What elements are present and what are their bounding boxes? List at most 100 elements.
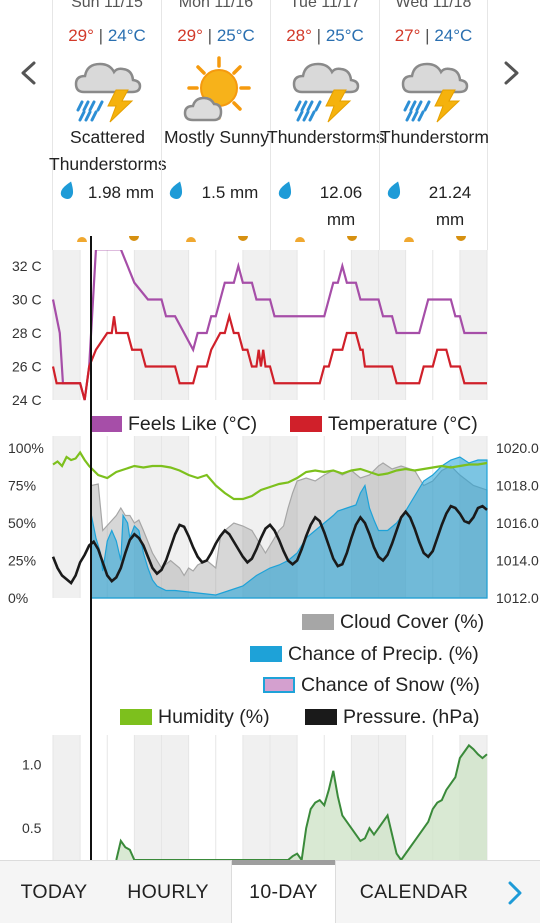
legend-cloud-cover: Cloud Cover (%): [302, 608, 484, 636]
day-precip-amount: 1.5 mm: [201, 183, 259, 202]
sunrise-icon: [77, 237, 87, 242]
y2-tick-label: 1012.0: [496, 590, 539, 606]
day-card[interactable]: Mon 11/16 29° | 25°C Mostly Sunny 1.5 mm: [161, 0, 270, 250]
legend-label-cloud: Cloud Cover (%): [340, 610, 485, 633]
legend-label-pressure: Pressure. (hPa): [343, 705, 480, 728]
y-tick-label: 100%: [8, 440, 44, 456]
legend-swatch-humidity: [120, 709, 152, 725]
chevron-right-icon: [508, 881, 522, 904]
pressure-line: [51, 504, 488, 585]
y-tick-label: 50%: [8, 515, 36, 531]
y2-tick-label: 1016.0: [496, 515, 539, 531]
day-condition: Thunderstorm: [380, 127, 489, 147]
thunderstorm-icon: [401, 62, 469, 123]
y-tick-label: 0%: [8, 590, 28, 606]
chevron-right-icon: [504, 61, 519, 85]
low-temp: 25°C: [216, 26, 255, 45]
low-temp: 24°C: [434, 26, 473, 45]
y-tick-label: 30 C: [12, 292, 42, 308]
legend-feels-like: Feels Like (°C): [90, 410, 257, 438]
day-date: Mon 11/16: [178, 0, 254, 11]
low-temp: 24°C: [107, 26, 146, 45]
legend-swatch-temperature: [290, 416, 322, 432]
legend-swatch-pressure: [305, 709, 337, 725]
legend-swatch-snow: [263, 677, 295, 693]
legend-precip: Chance of Precip. (%): [250, 640, 479, 668]
y2-tick-label: 1014.0: [496, 553, 539, 569]
sunset-icon: [238, 236, 248, 241]
night-band: [459, 250, 487, 400]
legend-swatch-precip: [250, 646, 282, 662]
temp-separator: |: [98, 26, 104, 45]
legend-label-temperature: Temperature (°C): [328, 412, 478, 435]
low-temp: 25°C: [325, 26, 364, 45]
next-days-button[interactable]: [496, 58, 526, 88]
legend-pressure: Pressure. (hPa): [305, 703, 480, 731]
more-tabs-button[interactable]: [490, 861, 540, 923]
day-precip-amount: 1.98 mm: [87, 183, 155, 202]
y-tick-label: 32 C: [12, 258, 42, 274]
y2-tick-label: 1018.0: [496, 478, 539, 494]
day-date: Tue 11/17: [289, 0, 361, 11]
y-tick-label: 75%: [8, 478, 36, 494]
sunset-icon: [347, 236, 357, 241]
tab-today[interactable]: TODAY: [20, 881, 88, 903]
sunrise-icon: [186, 237, 196, 242]
day-card[interactable]: Sun 11/15 29° | 24°C Scattered Thunderst…: [49, 0, 167, 250]
precip-amount-chart: 1.0 0.5: [22, 735, 488, 860]
sunset-icon: [456, 236, 466, 241]
high-temp: 29°: [68, 26, 94, 45]
tab-calendar[interactable]: CALENDAR: [359, 881, 469, 903]
daily-forecast-row: Sun 11/15 29° | 24°C Scattered Thunderst…: [0, 0, 540, 250]
y-tick-label: 26 C: [12, 359, 42, 375]
legend-humidity: Humidity (%): [120, 703, 270, 731]
atmosphere-chart: 100% 75% 50% 25% 0% 1020.0 1018.0 1016.0 1014.0 1…: [8, 436, 539, 606]
y-tick-label: 24 C: [12, 392, 42, 408]
legend-label-snow: Chance of Snow (%): [301, 673, 480, 696]
raindrop-icon: [387, 181, 401, 200]
y-tick-label: 1.0: [22, 756, 42, 772]
sunrise-icon: [404, 237, 414, 242]
y-tick-label: 0.5: [22, 820, 42, 836]
day-card[interactable]: Wed 11/18 27° | 24°C Thunderstorm 21.24 …: [379, 0, 489, 250]
legend-temperature: Temperature (°C): [290, 410, 478, 438]
day-date: Sun 11/15: [71, 0, 143, 11]
time-cursor[interactable]: [90, 236, 92, 860]
night-band: [53, 735, 81, 860]
precip-amount-area: [116, 745, 488, 860]
previous-days-button[interactable]: [14, 58, 44, 88]
bottom-tab-bar: TODAY HOURLY 10-DAY CALENDAR: [0, 860, 540, 923]
legend-swatch-feels-like: [90, 416, 122, 432]
humidity-line: [52, 450, 488, 501]
high-temp: 29°: [177, 26, 203, 45]
raindrop-icon: [60, 181, 74, 200]
day-date: Wed 11/18: [395, 0, 472, 11]
precip-chance-area: [90, 456, 488, 599]
mostly-sunny-icon: [183, 56, 251, 122]
day-condition: Scattered Thunderstorms: [49, 127, 167, 174]
y-tick-label: 28 C: [12, 325, 42, 341]
day-precip-amount: 12.06 mm: [319, 183, 363, 229]
feels-like-line: [51, 250, 487, 401]
chevron-left-icon: [21, 61, 36, 85]
y-tick-label: 25%: [8, 553, 36, 569]
day-temps: 27° | 24°C: [380, 26, 487, 46]
tab-10-day[interactable]: 10-DAY: [231, 860, 336, 923]
legend-swatch-cloud: [302, 614, 334, 630]
day-card[interactable]: Tue 11/17 28° | 25°C Thunderstorms 12.06…: [267, 0, 385, 250]
sunset-icon: [129, 236, 139, 241]
day-temps: 29° | 24°C: [53, 26, 161, 46]
legend-label-feels-like: Feels Like (°C): [128, 412, 258, 435]
tab-hourly[interactable]: HOURLY: [127, 881, 209, 903]
precip-amount-line: [115, 743, 488, 860]
legend-label-humidity: Humidity (%): [158, 705, 270, 728]
temp-separator: |: [207, 26, 213, 45]
legend-snow: Chance of Snow (%): [263, 671, 480, 699]
high-temp: 28°: [286, 26, 312, 45]
day-condition: Mostly Sunny: [163, 127, 270, 147]
high-temp: 27°: [394, 26, 421, 45]
thunderstorm-icon: [292, 62, 360, 123]
temperature-line: [51, 312, 487, 401]
legend-label-precip: Chance of Precip. (%): [288, 642, 479, 665]
day-precip-amount: 21.24 mm: [428, 183, 472, 229]
